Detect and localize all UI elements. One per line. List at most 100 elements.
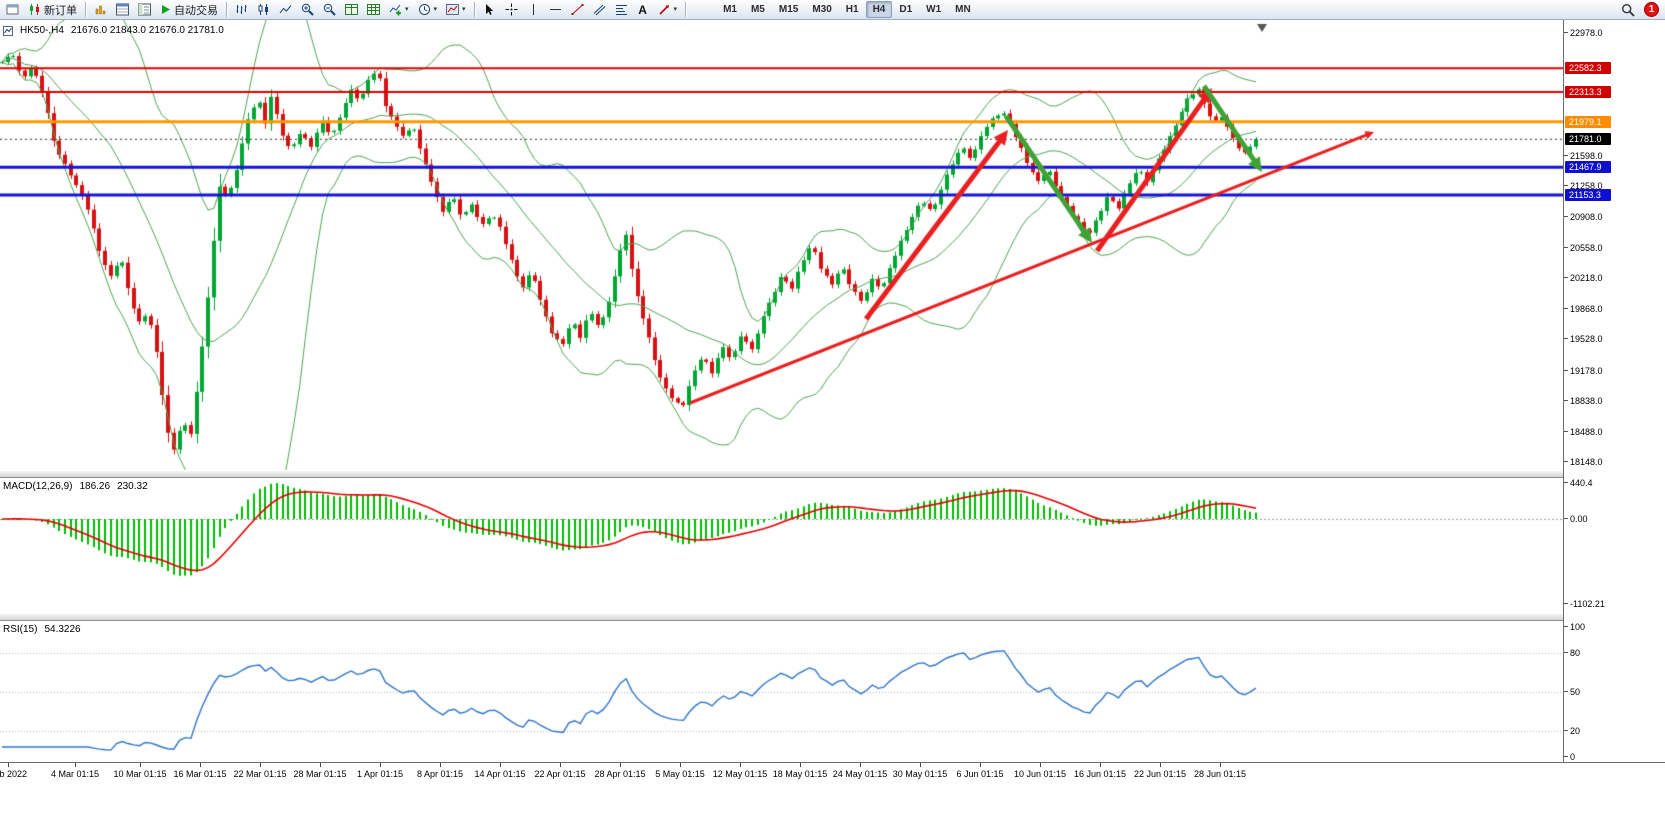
zoom-in-button[interactable] bbox=[297, 1, 318, 19]
zoom-out-button[interactable] bbox=[319, 1, 340, 19]
timeframe-h1[interactable]: H1 bbox=[845, 4, 859, 15]
time-axis-tick-mark bbox=[1100, 763, 1101, 767]
price-axis-tick: 18488.0 bbox=[1564, 426, 1603, 437]
rsi-axis-label: 100 bbox=[1563, 622, 1586, 632]
time-axis-tick-mark bbox=[200, 763, 201, 767]
time-axis-label: 1 Apr 01:15 bbox=[356, 769, 404, 779]
candlestick-chart-button[interactable] bbox=[253, 1, 274, 19]
time-axis-label: 30 May 01:15 bbox=[892, 769, 948, 779]
price-axis-tick: 21258.0 bbox=[1564, 180, 1603, 191]
time-axis-tick-mark bbox=[320, 763, 321, 767]
time-axis-tick-mark bbox=[860, 763, 861, 767]
tile-windows-button[interactable] bbox=[341, 1, 362, 19]
rsi-header: RSI(15) 54.3226 bbox=[3, 624, 81, 635]
horizontal-line-icon bbox=[549, 3, 562, 16]
line-chart-button[interactable] bbox=[275, 1, 296, 19]
new-order-icon bbox=[28, 3, 41, 16]
chart-symbol-period: HK50-,H4 bbox=[20, 25, 64, 36]
channel-tool-button[interactable] bbox=[589, 1, 610, 19]
timeframe-h4[interactable]: H4 bbox=[865, 1, 893, 18]
window-button[interactable] bbox=[2, 1, 23, 19]
market-watch-button[interactable] bbox=[112, 1, 133, 19]
cursor-tool-button[interactable] bbox=[479, 1, 500, 19]
time-axis-label: 12 May 01:15 bbox=[712, 769, 768, 779]
toolbar-separator bbox=[473, 2, 475, 17]
rsi-axis-label: 0 bbox=[1563, 752, 1576, 762]
zoom-out-icon bbox=[323, 3, 336, 16]
templates-button[interactable]: ▾ bbox=[442, 1, 470, 19]
periods-button[interactable]: ▾ bbox=[414, 1, 442, 19]
time-axis-tick-mark bbox=[500, 763, 501, 767]
macd-panel-canvas[interactable] bbox=[0, 478, 1563, 613]
time-axis-tick-mark bbox=[740, 763, 741, 767]
macd-signal-value: 230.32 bbox=[117, 481, 148, 492]
rsi-panel-canvas[interactable] bbox=[0, 621, 1563, 762]
main-chart-canvas[interactable] bbox=[0, 20, 1563, 470]
time-axis-tick-mark bbox=[1160, 763, 1161, 767]
grid-icon bbox=[345, 3, 358, 16]
chart-symbol-icon bbox=[3, 25, 13, 36]
timeframe-w1[interactable]: W1 bbox=[926, 4, 942, 15]
crosshair-tool-button[interactable] bbox=[501, 1, 522, 19]
auto-trading-button[interactable]: 自动交易 bbox=[156, 1, 222, 19]
timeframe-m1[interactable]: M1 bbox=[723, 4, 737, 15]
price-axis-tick: 20908.0 bbox=[1564, 211, 1603, 222]
price-badge: 21781.0 bbox=[1565, 133, 1611, 146]
auto-trading-label: 自动交易 bbox=[174, 4, 218, 17]
charts-button[interactable] bbox=[90, 1, 111, 19]
price-axis-tick: 20218.0 bbox=[1564, 273, 1603, 284]
search-icon bbox=[1621, 3, 1635, 17]
price-axis-tick: 20558.0 bbox=[1564, 242, 1603, 253]
candlestick-chart-icon bbox=[257, 3, 270, 16]
price-badge: 21979.1 bbox=[1565, 115, 1611, 128]
time-axis-tick-mark bbox=[140, 763, 141, 767]
time-axis-label: 5 May 01:15 bbox=[655, 769, 705, 779]
add-indicator-icon bbox=[389, 3, 402, 16]
new-order-label: 新订单 bbox=[44, 4, 77, 17]
time-axis-tick-mark bbox=[1220, 763, 1221, 767]
timeframe-m15[interactable]: M15 bbox=[778, 4, 799, 15]
price-axis-tick: 21598.0 bbox=[1564, 150, 1603, 161]
arrow-shape-icon bbox=[658, 3, 671, 16]
text-tool-button[interactable]: A bbox=[633, 1, 653, 19]
price-badge: 22582.3 bbox=[1565, 62, 1611, 75]
price-axis-tick: 19868.0 bbox=[1564, 304, 1603, 315]
arrows-tool-button[interactable]: ▾ bbox=[654, 1, 682, 19]
timeframe-m30[interactable]: M30 bbox=[812, 4, 832, 15]
timeframe-m5[interactable]: M5 bbox=[750, 4, 765, 15]
panel-splitter[interactable] bbox=[0, 613, 1665, 621]
vertical-line-tool-button[interactable] bbox=[523, 1, 544, 19]
timeframe-d1[interactable]: D1 bbox=[899, 4, 913, 15]
crosshair-icon bbox=[505, 3, 518, 16]
new-order-button[interactable]: 新订单 bbox=[24, 1, 81, 19]
bottom-strip bbox=[0, 782, 1665, 822]
bar-chart-button[interactable] bbox=[231, 1, 252, 19]
cascade-windows-button[interactable] bbox=[363, 1, 384, 19]
time-axis-label: 8 Apr 01:15 bbox=[416, 769, 464, 779]
time-axis-tick-mark bbox=[680, 763, 681, 767]
time-axis-tick-mark bbox=[1040, 763, 1041, 767]
toolbar-separator bbox=[85, 2, 86, 17]
rsi-axis-label: 80 bbox=[1563, 648, 1581, 658]
time-axis-label: 16 Jun 01:15 bbox=[1073, 769, 1127, 779]
horizontal-line-tool-button[interactable] bbox=[545, 1, 566, 19]
time-axis-label: 18 May 01:15 bbox=[772, 769, 828, 779]
time-axis-tick-mark bbox=[920, 763, 921, 767]
time-axis-tick-mark bbox=[800, 763, 801, 767]
dropdown-caret: ▾ bbox=[405, 6, 409, 13]
timeframe-mn[interactable]: MN bbox=[955, 4, 971, 15]
panel-splitter[interactable] bbox=[0, 470, 1665, 478]
time-axis[interactable]: Feb 2022 4 Mar 01:15 10 Mar 01:15 16 Mar 01… bbox=[0, 762, 1665, 782]
navigator-button[interactable] bbox=[134, 1, 155, 19]
price-axis[interactable]: 22978.0 21598.0 21258.0 20908.0 20558.0 20218… bbox=[1563, 20, 1665, 762]
rsi-indicator-name: RSI(15) bbox=[3, 624, 38, 635]
time-axis-label: 22 Apr 01:15 bbox=[534, 769, 586, 779]
fibonacci-icon bbox=[615, 3, 628, 16]
fibonacci-tool-button[interactable] bbox=[611, 1, 632, 19]
notification-badge[interactable]: 1 bbox=[1644, 2, 1659, 17]
toolbar-right-cluster: 1 bbox=[1617, 1, 1663, 19]
search-button[interactable] bbox=[1617, 1, 1639, 19]
dropdown-caret: ▾ bbox=[433, 6, 438, 13]
add-indicator-button[interactable]: ▾ bbox=[385, 1, 413, 19]
trendline-tool-button[interactable] bbox=[567, 1, 588, 19]
